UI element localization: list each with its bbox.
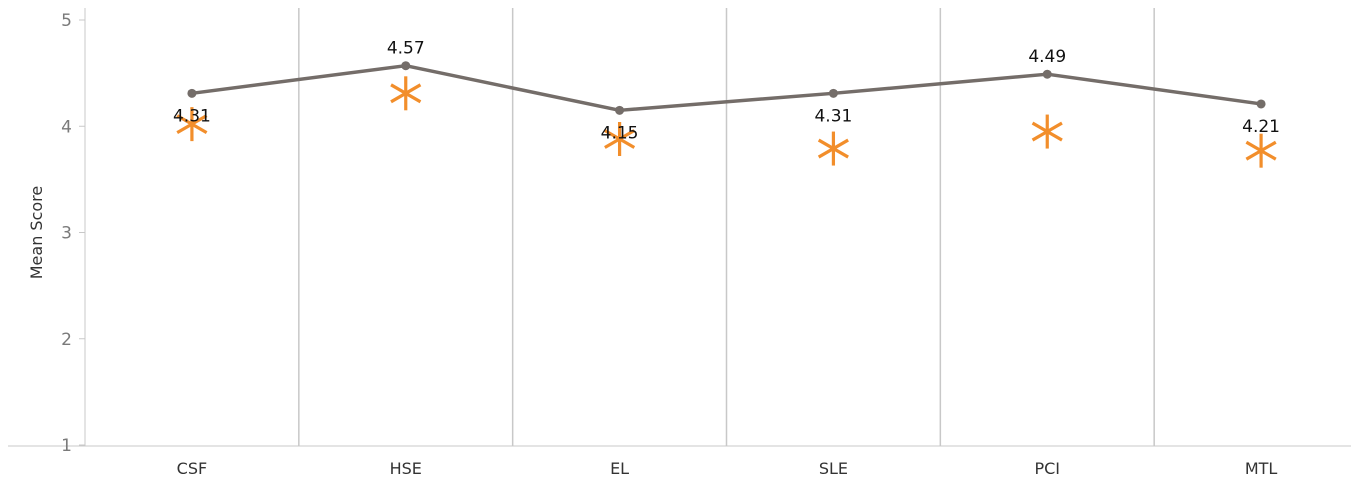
x-category-label: HSE bbox=[390, 459, 422, 478]
asterisk-stroke bbox=[1031, 121, 1063, 142]
series-layer bbox=[176, 61, 1277, 168]
mean-score-point bbox=[828, 88, 838, 98]
x-category-label: EL bbox=[610, 459, 629, 478]
grid-layer bbox=[298, 8, 1155, 446]
x-category-label: MTL bbox=[1245, 459, 1278, 478]
asterisk-stroke bbox=[390, 83, 422, 104]
data-label: 4.31 bbox=[173, 106, 211, 126]
asterisk-stroke bbox=[817, 138, 849, 159]
mean-score-point bbox=[615, 105, 625, 115]
asterisk-marker bbox=[390, 76, 422, 111]
mean-score-point bbox=[187, 88, 197, 98]
data-label: 4.31 bbox=[814, 106, 852, 126]
asterisk-marker bbox=[1245, 133, 1277, 168]
data-label: 4.21 bbox=[1242, 117, 1280, 137]
x-category-label: PCI bbox=[1034, 459, 1060, 478]
y-tick-label: 5 bbox=[61, 11, 72, 31]
label-layer: 4.31 4.57 4.15 4.31 4.49 4.21 bbox=[173, 39, 1280, 144]
asterisk-marker bbox=[604, 122, 636, 156]
asterisk-marker bbox=[817, 131, 849, 166]
y-tick-label: 2 bbox=[61, 330, 72, 350]
asterisk-stroke bbox=[176, 114, 208, 135]
data-label: 4.57 bbox=[387, 39, 425, 59]
y-tick-label: 4 bbox=[61, 117, 72, 137]
asterisk-stroke bbox=[604, 129, 636, 149]
data-label: 4.49 bbox=[1028, 47, 1066, 67]
mean-score-point bbox=[1256, 99, 1266, 109]
asterisk-marker bbox=[176, 107, 208, 142]
y-axis-title: Mean Score bbox=[27, 186, 46, 280]
y-tick-label: 3 bbox=[61, 224, 72, 244]
mean-score-point bbox=[1042, 69, 1052, 79]
mean-score-point bbox=[401, 61, 411, 71]
mean-score-line bbox=[190, 63, 1263, 113]
x-category-label: CSF bbox=[177, 459, 208, 478]
asterisk-marker bbox=[1031, 114, 1063, 149]
x-category-label: SLE bbox=[819, 459, 848, 478]
axis-layer: 1 2 3 4 5 Mean Score CSF HSE EL SLE PCI MTL bbox=[8, 8, 1351, 478]
y-tick-label: 1 bbox=[61, 436, 72, 456]
data-label: 4.15 bbox=[601, 123, 639, 143]
asterisk-stroke bbox=[1245, 140, 1277, 161]
